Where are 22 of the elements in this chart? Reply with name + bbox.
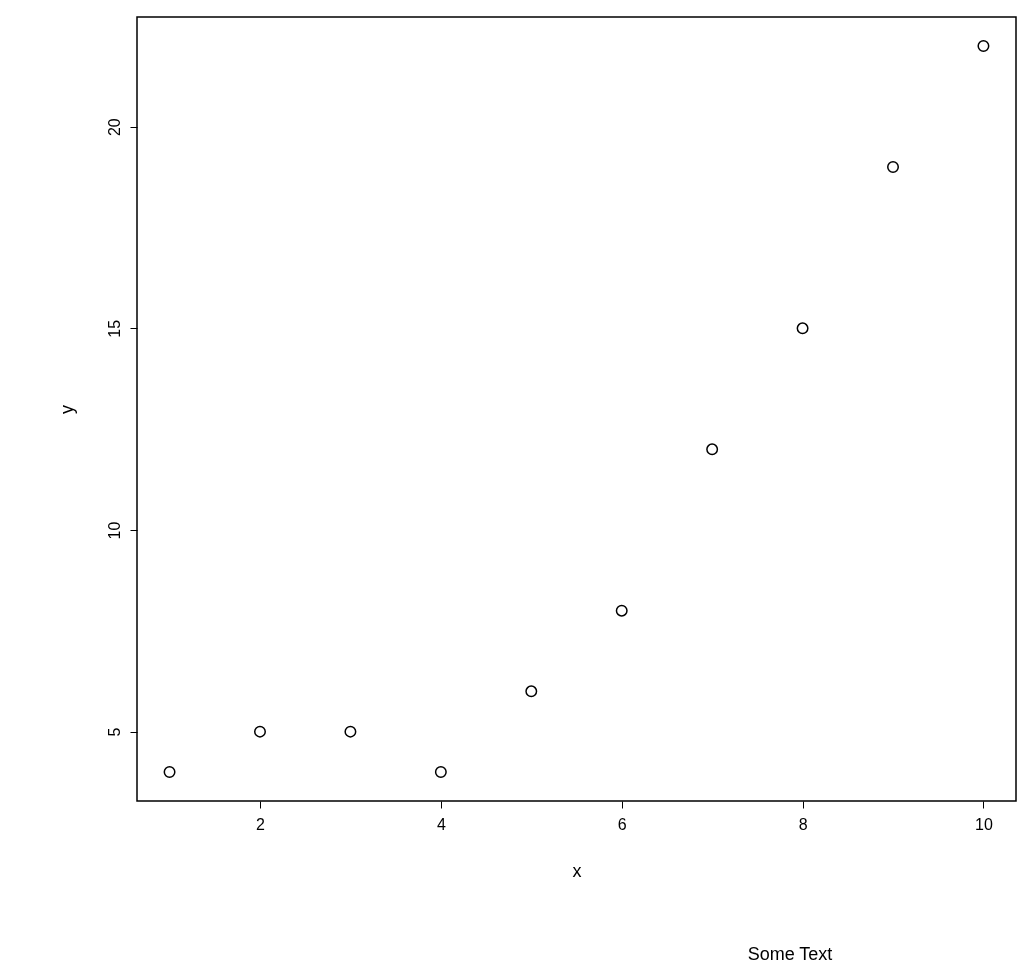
point (434, 765, 447, 778)
point (887, 161, 900, 174)
y-tick-label: 10 (105, 521, 123, 540)
x-tick-label: 10 (975, 815, 993, 833)
text: Some Text (747, 944, 833, 964)
y-axis-title: y (56, 405, 77, 414)
point (977, 40, 990, 53)
point (525, 685, 538, 698)
x-tick-label: 6 (617, 815, 627, 833)
point (796, 322, 809, 335)
x-axis-title: x (572, 860, 582, 881)
y-tick-label: 5 (105, 727, 123, 737)
y-tick-label: 20 (105, 118, 123, 137)
point (344, 725, 357, 738)
point (615, 604, 628, 617)
point (163, 765, 176, 778)
point (706, 443, 719, 456)
x-tick-label: 8 (798, 815, 808, 833)
point (253, 725, 266, 738)
x-tick-label: 2 (256, 815, 266, 833)
y-tick-label: 15 (105, 319, 123, 338)
x-tick-label: 4 (436, 815, 446, 833)
